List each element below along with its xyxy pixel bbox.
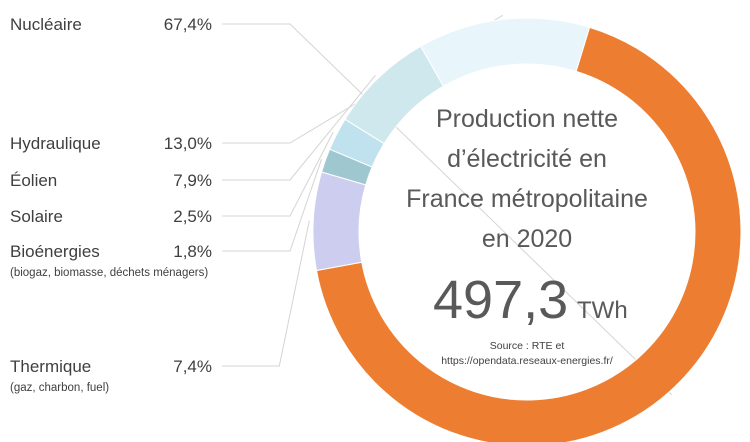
label-solaire: Solaire [10, 207, 63, 226]
total-value: 497,3 [433, 270, 568, 330]
slice-thermique [312, 171, 367, 272]
leader-line-bioenergies [222, 158, 323, 252]
label-thermique: Thermique [10, 357, 91, 376]
value-thermique: 7,4% [173, 357, 212, 376]
value-solaire: 2,5% [173, 207, 212, 226]
donut-slices [312, 17, 742, 442]
total-unit: TWh [577, 297, 628, 324]
slice-hydraulique [419, 17, 591, 87]
leader-line-thermique [222, 220, 310, 367]
leader-line-nucleaire [222, 23, 673, 396]
leader-line-eolien [222, 74, 376, 181]
value-bioenergies: 1,8% [173, 242, 212, 261]
slice-nucleaire [315, 26, 742, 442]
label-nucleaire: Nucléaire [10, 15, 82, 34]
source-line-1: Source : RTE et [490, 340, 565, 352]
label-hydraulique: Hydraulique [10, 134, 101, 153]
center-text: Production nette d’électricité en France… [406, 105, 648, 367]
label-bioenergies: Bioénergies [10, 242, 100, 261]
source-line-2: https://opendata.reseaux-energies.fr/ [441, 355, 613, 367]
legend-labels: Nucléaire 67,4% Thermique 7,4% (gaz, charbon… [10, 15, 212, 394]
value-eolien: 7,9% [173, 171, 212, 190]
label-eolien: Éolien [10, 171, 57, 190]
chart-title-line-4: en 2020 [482, 225, 572, 253]
note-thermique: (gaz, charbon, fuel) [10, 382, 109, 394]
note-bioenergies: (biogaz, biomasse, déchets ménagers) [10, 267, 208, 279]
value-hydraulique: 13,0% [164, 134, 212, 153]
value-nucleaire: 67,4% [164, 15, 212, 34]
leader-line-solaire [222, 131, 334, 217]
leader-lines [222, 14, 673, 396]
chart-title-line-1: Production nette [436, 105, 618, 133]
chart-title-line-2: d’électricité en [447, 145, 607, 173]
chart-title-line-3: France métropolitaine [406, 185, 648, 213]
